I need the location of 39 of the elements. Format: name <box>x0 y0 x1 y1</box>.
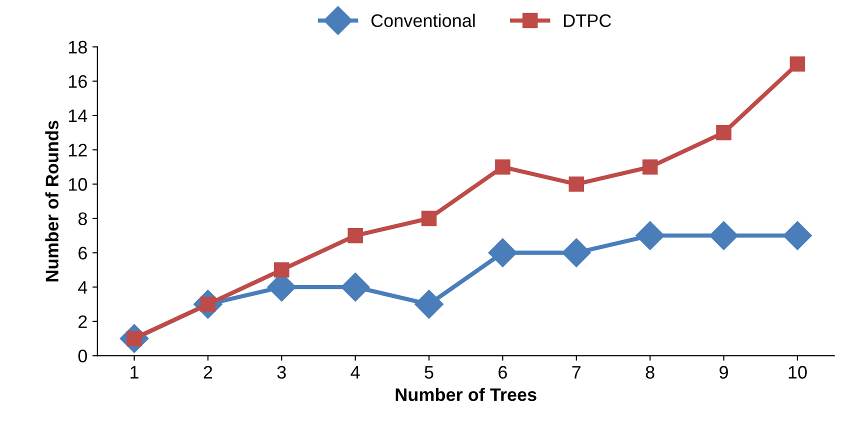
x-tick-label: 9 <box>720 366 728 379</box>
point <box>562 238 591 268</box>
point <box>274 262 290 278</box>
y-tick-label: 18 <box>68 40 87 54</box>
point <box>495 159 510 175</box>
y-tick-label: 14 <box>68 110 88 122</box>
y-tick-label: 0 <box>78 350 87 362</box>
point <box>414 290 444 319</box>
x-tick-label: 4 <box>350 366 360 379</box>
y-tick-label: 10 <box>68 178 87 191</box>
x-tick-label: 2 <box>204 366 212 379</box>
x-tick-label: 8 <box>646 366 654 379</box>
legend-label: DTPC <box>564 14 612 28</box>
y-tick-label: 4 <box>78 281 88 294</box>
y-tick-label: 16 <box>68 75 87 88</box>
x-tick-label: 5 <box>424 366 434 379</box>
y-tick-label: 6 <box>78 246 87 260</box>
legend-label: Conventional <box>371 14 475 28</box>
point <box>790 56 806 72</box>
y-tick-label: 8 <box>78 212 87 226</box>
y-axis-title: Number of Rounds <box>45 120 58 282</box>
point <box>642 159 658 175</box>
point <box>488 238 518 268</box>
x-tick-label: 10 <box>788 366 807 379</box>
point <box>783 221 812 250</box>
y-tick-label: 12 <box>68 144 87 156</box>
x-tick-label: 1 <box>130 366 138 379</box>
point <box>340 272 370 302</box>
point <box>636 221 665 250</box>
y-tick-label: 2 <box>78 315 87 328</box>
point <box>421 210 437 226</box>
x-tick-label: 6 <box>498 366 507 379</box>
x-axis-title: Number of Trees <box>396 388 536 402</box>
point <box>716 125 732 140</box>
point <box>568 176 584 192</box>
point <box>348 228 363 244</box>
x-tick-label: 3 <box>277 366 286 379</box>
point <box>709 221 738 250</box>
x-tick-label: 7 <box>572 366 580 379</box>
